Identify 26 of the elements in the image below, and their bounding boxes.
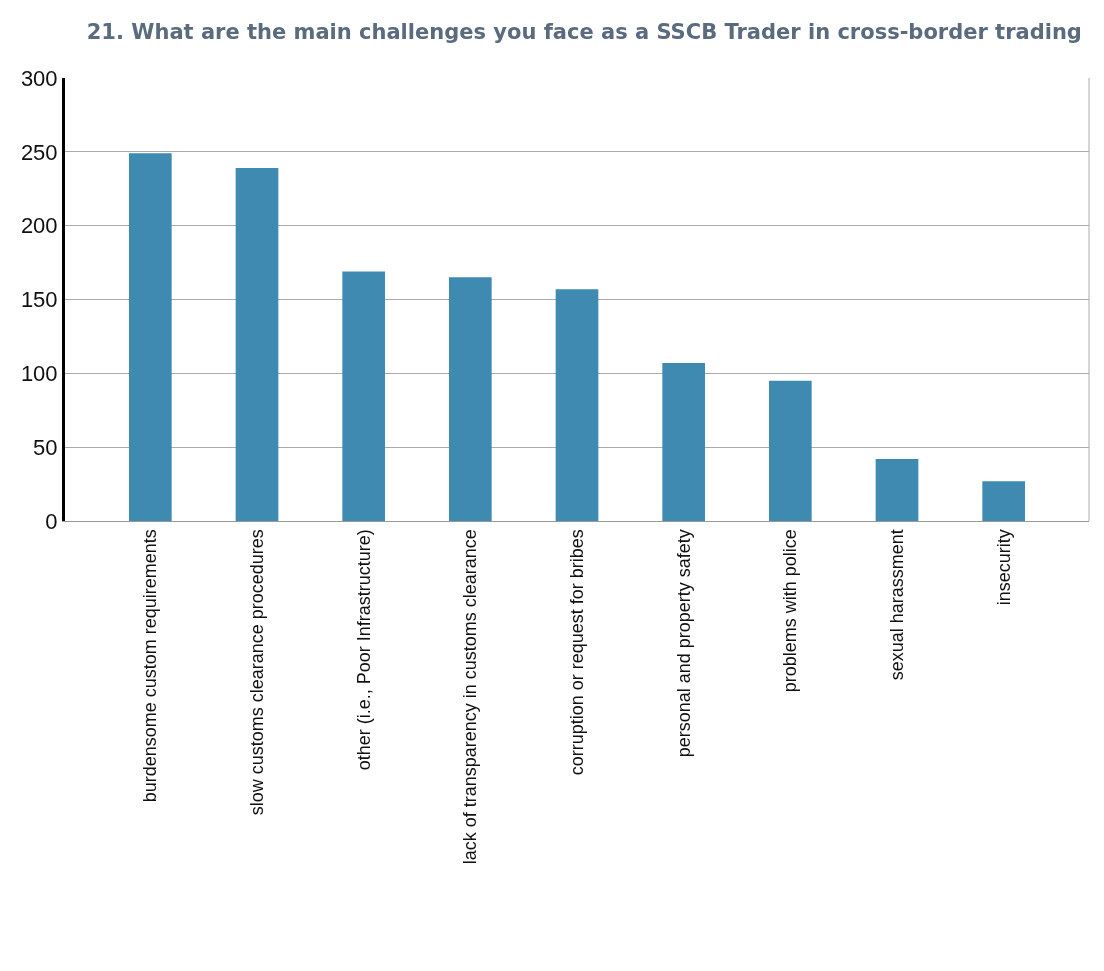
bar — [875, 458, 919, 521]
y-tick-label: 200 — [20, 213, 58, 239]
x-tick-label: insecurity — [993, 529, 1014, 606]
bar — [769, 380, 812, 521]
x-tick-label: problems with police — [780, 529, 801, 693]
bar — [342, 271, 385, 521]
bar — [449, 277, 492, 521]
y-tick-label: 100 — [20, 361, 58, 387]
chart-title: 21. What are the main challenges you face as a SSCB Trader in cross-border trading — [86, 19, 1082, 44]
y-tick-label: 300 — [20, 65, 58, 91]
y-tick-label: 50 — [33, 434, 58, 460]
y-tick-label: 250 — [20, 139, 58, 165]
bar — [982, 481, 1025, 521]
bar — [555, 289, 599, 521]
x-tick-label: other (i.e., Poor Infrastructure) — [353, 529, 374, 771]
bar — [129, 153, 172, 521]
x-tick-label: lack of transparency in customs clearance — [460, 529, 481, 865]
x-tick-label: personal and property safety — [673, 529, 694, 758]
bar — [662, 363, 705, 521]
x-tick-label: slow customs clearance procedures — [246, 529, 267, 816]
x-tick-label: sexual harassment — [886, 529, 907, 681]
y-tick-label: 150 — [20, 287, 58, 313]
x-tick-label: corruption or request for bribes — [566, 529, 587, 776]
bar — [235, 168, 279, 521]
x-tick-label: burdensome custom requirements — [140, 529, 161, 803]
y-tick-label: 0 — [45, 508, 58, 534]
